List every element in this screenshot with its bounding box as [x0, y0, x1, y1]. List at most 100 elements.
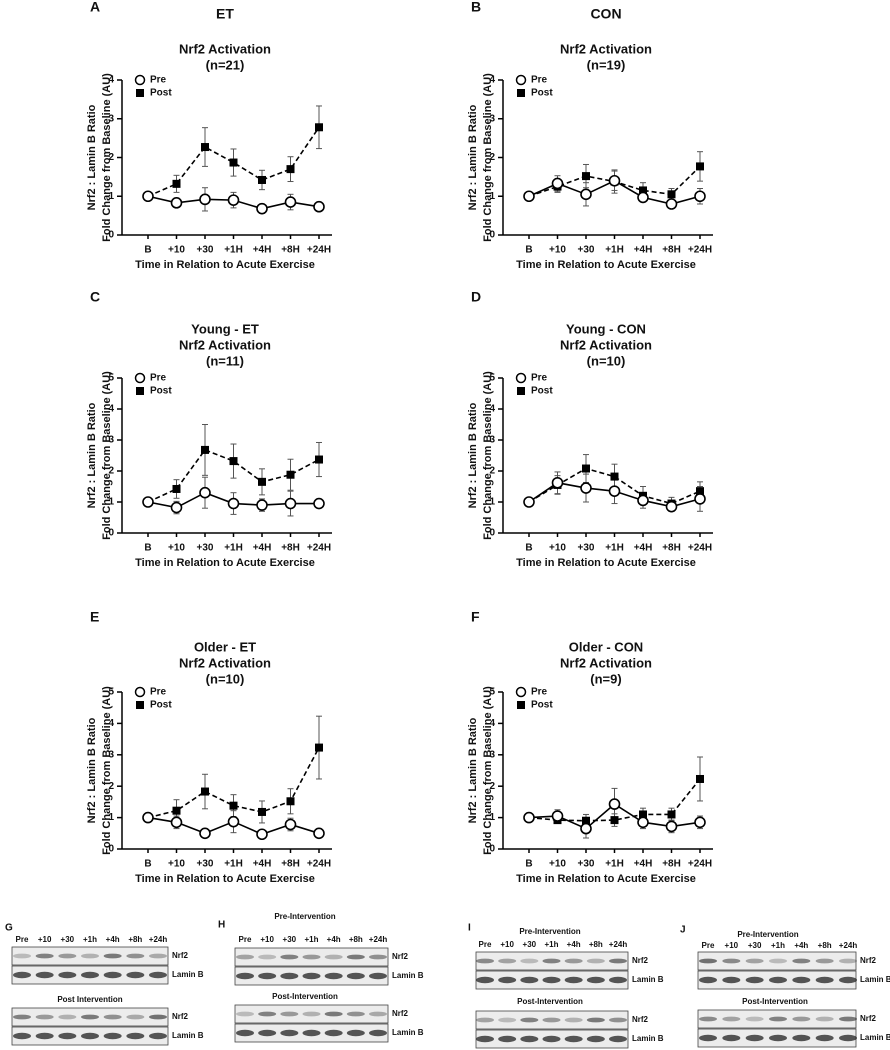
point: [580, 482, 592, 494]
blot-band: [324, 1011, 343, 1017]
blot-band: [58, 971, 77, 979]
y-tick-label: 0: [108, 230, 114, 241]
point: [582, 816, 590, 825]
legend-label: Post: [150, 386, 172, 397]
x-tick-label: +1H: [605, 245, 624, 256]
x-tick-label: B: [144, 543, 151, 554]
blot-band: [258, 954, 277, 960]
lane-label: Pre: [702, 941, 715, 950]
blot-band: [35, 971, 54, 979]
y-tick-label: 4: [489, 718, 495, 729]
x-tick-label: +10: [168, 245, 185, 256]
blot-band: [126, 971, 145, 979]
blot-band: [258, 1029, 277, 1037]
lane-label: +4h: [567, 940, 581, 949]
blot-band: [280, 1029, 299, 1037]
y-tick-label: 5: [108, 373, 114, 384]
blot-band: [236, 972, 254, 980]
blot-band: [520, 976, 539, 984]
point: [315, 123, 323, 132]
point: [258, 175, 266, 184]
point: [229, 158, 238, 167]
blot-band: [498, 1035, 517, 1043]
blot-band: [839, 958, 857, 964]
blot-strip: [11, 946, 169, 966]
blot-band: [302, 972, 321, 980]
x-axis-label: Time in Relation to Acute Exercise: [135, 259, 315, 271]
band-label: Lamin B: [172, 1031, 204, 1040]
legend-label: Post: [531, 88, 553, 99]
point: [170, 816, 183, 829]
point: [637, 191, 649, 204]
panel-label: C: [90, 289, 100, 305]
legend-label: Pre: [150, 75, 167, 86]
y-tick-label: 1: [108, 812, 114, 823]
blot-band: [58, 1014, 77, 1020]
blot-band: [745, 1016, 764, 1022]
y-tick-label: 0: [108, 528, 114, 539]
legend-marker: [515, 372, 527, 384]
blot-band: [542, 1035, 561, 1043]
point: [170, 197, 183, 209]
lane-label: +24h: [369, 935, 388, 944]
blot-band: [745, 1034, 764, 1042]
point: [256, 202, 268, 215]
blot-band: [346, 1029, 365, 1037]
chart-title: Nrf2 Activation: [560, 41, 652, 56]
lane-label: +8h: [349, 935, 363, 944]
blot-band: [815, 1016, 834, 1022]
blot-band: [722, 976, 741, 984]
y-tick-label: 5: [489, 373, 495, 384]
y-tick-label: 2: [108, 781, 114, 792]
blot-strip: [234, 1004, 389, 1024]
blot-band: [722, 958, 741, 964]
x-tick-label: +4H: [253, 543, 272, 554]
blot-band: [258, 1011, 277, 1017]
point: [227, 497, 240, 510]
blot-band: [542, 1017, 561, 1023]
blot-band: [564, 1017, 583, 1023]
point: [172, 179, 181, 188]
panel-label: J: [680, 925, 686, 936]
blot-band: [520, 1017, 539, 1023]
blot-section-title: Post-Intervention: [272, 992, 338, 1001]
chart-title: Young - CON: [566, 321, 646, 336]
chart-title: Older - CON: [569, 639, 643, 654]
y-tick-label: 1: [489, 497, 495, 508]
band-label: Lamin B: [860, 975, 890, 984]
band-label: Lamin B: [860, 1033, 890, 1042]
x-tick-label: +30: [578, 543, 595, 554]
lane-label: +1h: [544, 940, 558, 949]
y-axis-label: Fold Change from Baseline (AU): [482, 371, 494, 540]
blot-band: [324, 972, 343, 980]
point: [580, 188, 592, 201]
blot-band: [792, 958, 811, 964]
blot-band: [81, 971, 99, 979]
legend-marker: [515, 74, 527, 86]
blot-band: [280, 954, 299, 960]
blot-band: [815, 1034, 834, 1042]
point: [694, 190, 706, 203]
x-tick-label: B: [144, 859, 151, 870]
x-tick-label: +1H: [605, 859, 624, 870]
chart-title: Older - ET: [194, 639, 256, 654]
y-tick-label: 1: [489, 191, 495, 202]
lane-label: +30: [523, 940, 537, 949]
blot-band: [302, 1029, 321, 1037]
x-axis-label: Time in Relation to Acute Exercise: [135, 873, 315, 885]
blot-band: [498, 958, 517, 964]
blot-band: [564, 958, 583, 964]
x-tick-label: +30: [197, 859, 214, 870]
point: [284, 497, 297, 510]
blot-band: [149, 953, 167, 959]
y-axis-label: Fold Change from Baseline (AU): [101, 686, 113, 855]
y-tick-label: 1: [489, 812, 495, 823]
y-axis-label: Nrf2 : Lamin B Ratio: [467, 104, 479, 210]
point: [172, 806, 181, 815]
point: [582, 172, 590, 181]
point: [694, 816, 706, 829]
x-tick-label: +30: [578, 859, 595, 870]
blot-band: [542, 958, 561, 964]
x-tick-label: +1H: [224, 245, 243, 256]
y-tick-label: 2: [489, 152, 495, 163]
